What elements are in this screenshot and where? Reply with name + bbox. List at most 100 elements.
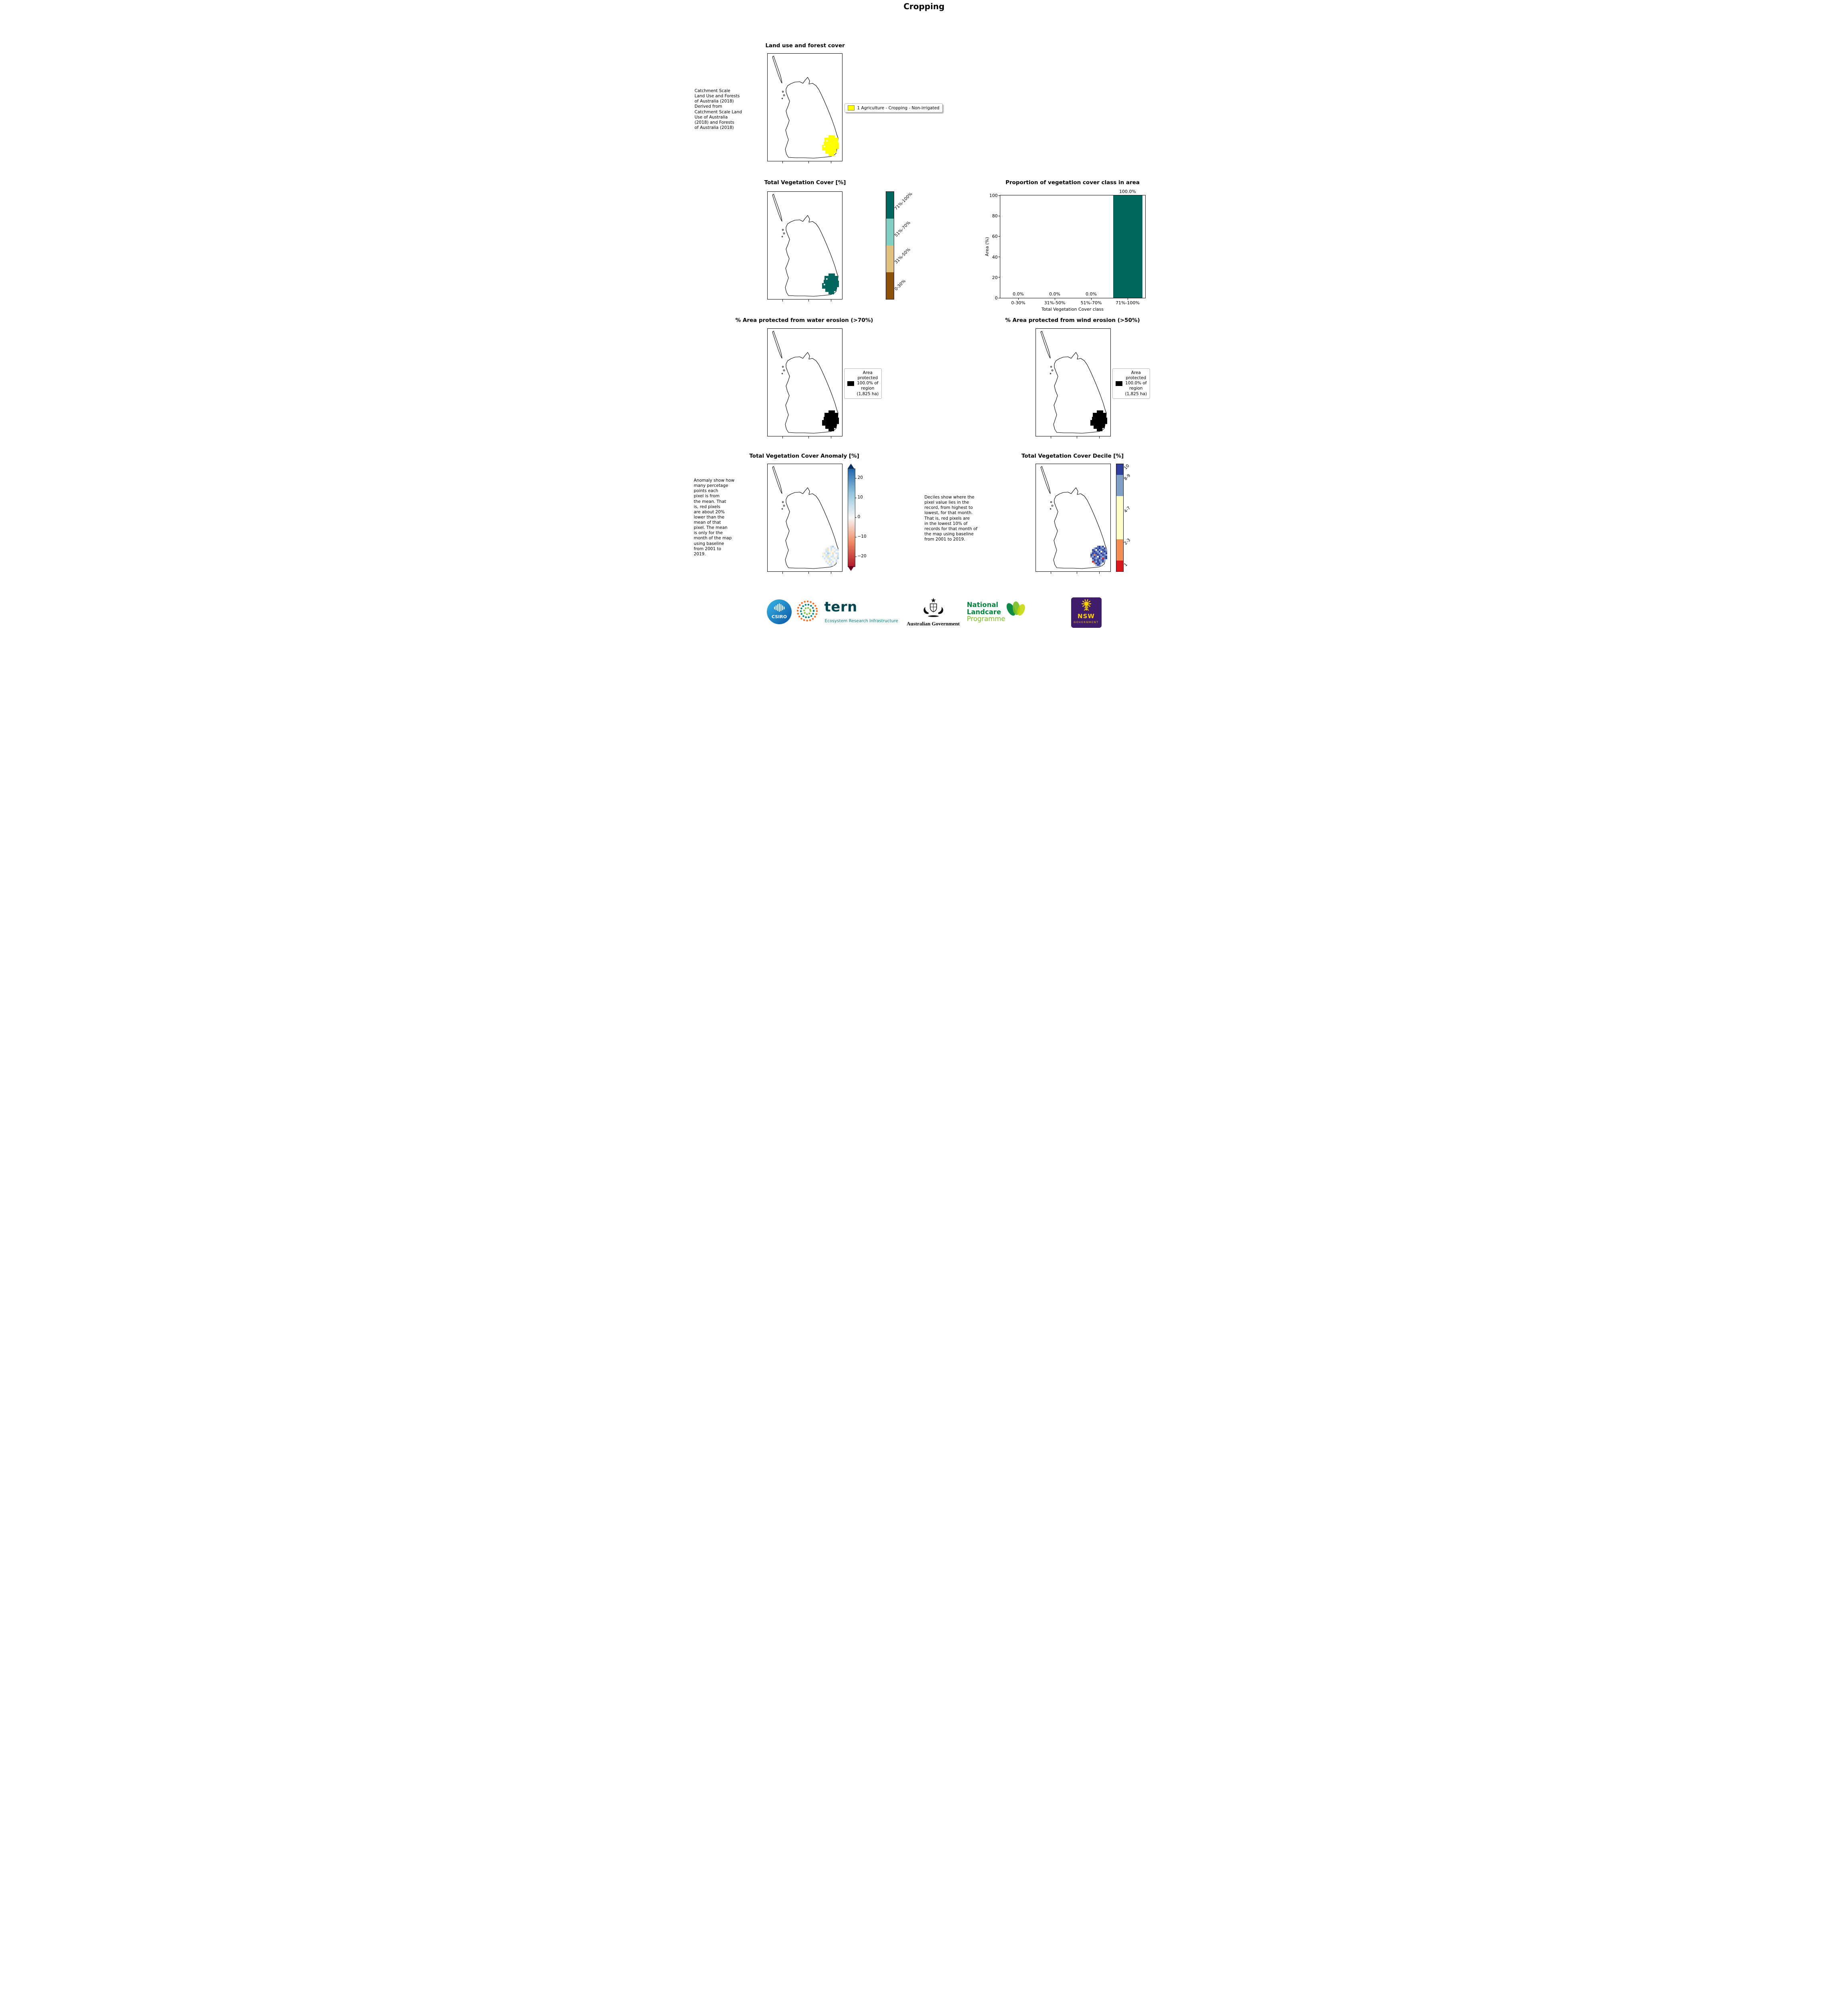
cropping-legend-swatch [847, 105, 855, 111]
water-erosion-map-canvas [772, 331, 839, 434]
anomaly-map-canvas [772, 466, 839, 569]
proportion-chart: Area (%) 0 20 40 60 80 100 0.0% 0.0% 0.0… [984, 189, 1146, 312]
x-axis-tick [808, 436, 809, 438]
proportion-chart-title: Proportion of vegetation cover class in … [1005, 179, 1140, 186]
colorbar-label: 8-9 [1123, 473, 1131, 482]
page-title: Cropping [903, 2, 945, 11]
decile-map-canvas [1040, 466, 1107, 569]
nsw-waratah-icon [1081, 599, 1091, 611]
water-erosion-map [767, 328, 843, 438]
landcare-line-3: Programme [967, 615, 1005, 623]
protected-legend-swatch [847, 381, 854, 386]
anomaly-pixel-mosaic [822, 546, 839, 566]
colorbar-segment [1116, 561, 1123, 571]
x-tick-label: 51%-70% [1080, 300, 1102, 306]
anomaly-title: Total Vegetation Cover Anomaly [%] [749, 453, 859, 459]
no-data-pixel [826, 278, 827, 280]
x-tick-label: 71%-100% [1116, 300, 1140, 306]
water-erosion-title: % Area protected from water erosion (>70… [735, 317, 873, 324]
no-data-pixel [823, 284, 825, 285]
bar [1113, 195, 1142, 298]
csiro-logo: CSIRO [766, 599, 792, 624]
chart-plot-area: 0 20 40 60 80 100 0.0% 0.0% 0.0% 100.0% [989, 189, 1146, 312]
veg-cover-map [767, 191, 843, 302]
cropping-legend-label: 1 Agriculture - Cropping - Non-irrigated [857, 105, 939, 111]
veg-cover-colorbar: 71%-100% 51%-70% 31%-50% 0-30% [885, 191, 913, 299]
anomaly-map [767, 464, 843, 574]
land-use-map-canvas [772, 56, 839, 159]
csiro-wave-icon [774, 603, 784, 612]
colorbar-tick-label: 20 [857, 475, 863, 480]
bar-value-label: 100.0% [1119, 189, 1136, 194]
colorbar-tick-mark [855, 517, 857, 518]
x-axis-tick [808, 161, 809, 163]
australian-government-wordmark: Australian Government [907, 621, 960, 627]
wind-erosion-map-canvas [1040, 331, 1107, 434]
colorbar-tick-label: 0 [857, 515, 861, 519]
tern-wordmark: tern [824, 599, 857, 615]
land-use-note: Catchment Scale Land Use and Forests of … [694, 88, 742, 130]
x-tick-mark [1091, 298, 1092, 300]
x-axis-tick [808, 299, 809, 302]
nsw-government-label: GOVERNMENT [1074, 621, 1099, 624]
decile-map [1035, 464, 1111, 574]
australian-government-crest-icon [923, 598, 943, 617]
land-use-map [767, 53, 843, 163]
y-tick-mark [998, 236, 1000, 237]
veg-cover-title: Total Vegetation Cover [%] [764, 179, 846, 186]
colorbar-segment [1116, 464, 1123, 475]
y-tick-mark [998, 195, 1000, 196]
veg-cover-map-canvas [772, 194, 839, 297]
y-tick-label: 40 [992, 254, 998, 260]
x-axis-tick [808, 572, 809, 574]
x-axis-tick [782, 436, 783, 438]
decile-pixel-mosaic [1090, 546, 1107, 566]
bar-value-label: 0.0% [1049, 291, 1060, 297]
colorbar-segment [1116, 474, 1123, 496]
tern-dots-icon [796, 600, 818, 622]
colorbar-label: 31%-50% [893, 247, 911, 265]
colorbar-segment [1116, 496, 1123, 539]
colorbar-label: 1 [1123, 562, 1128, 568]
colorbar-label: 71%-100% [893, 191, 913, 211]
y-tick-label: 80 [992, 213, 998, 219]
csiro-circle [766, 599, 792, 624]
x-tick-mark [1018, 298, 1019, 300]
tern-tagline: Ecosystem Research Infrastructure [824, 619, 898, 623]
decile-title: Total Vegetation Cover Decile [%] [1021, 453, 1124, 459]
decile-note: Deciles show where the pixel value lies … [924, 495, 977, 542]
bar-value-label: 0.0% [1013, 291, 1024, 297]
colorbar-label: 2-3 [1123, 537, 1131, 546]
landcare-line-1: National [967, 601, 998, 609]
land-use-title: Land use and forest cover [765, 42, 845, 49]
colorbar-tick-label: −20 [857, 554, 867, 559]
colorbar-segment [886, 245, 894, 272]
report-page: Cropping Land use and forest cover Catch… [693, 0, 1155, 633]
x-axis-tick [1099, 436, 1100, 438]
x-axis-label: Total Vegetation Cover class [1041, 307, 1104, 312]
csiro-wordmark: CSIRO [771, 614, 786, 619]
no-data-pixel [823, 146, 825, 147]
x-axis-tick [1099, 572, 1100, 574]
x-tick-label: 0-30% [1011, 300, 1026, 306]
colorbar-extend-max [847, 464, 854, 468]
y-tick-label: 0 [995, 295, 998, 301]
y-tick-label: 20 [992, 275, 998, 280]
protected-legend-label: Area protected 100.0% of region (1,825 h… [1125, 370, 1147, 396]
land-use-legend: 1 Agriculture - Cropping - Non-irrigated [844, 103, 943, 113]
protected-legend-swatch [1115, 381, 1122, 386]
landcare-line-2: Landcare [967, 608, 1001, 616]
water-erosion-legend: Area protected 100.0% of region (1,825 h… [844, 368, 882, 399]
landcare-wordmark: National Landcare Programme [967, 601, 1005, 623]
colorbar-tick-label: 10 [857, 495, 863, 500]
x-axis-tick [782, 161, 783, 163]
y-tick-label: 60 [992, 234, 998, 239]
colorbar-segment [886, 272, 894, 299]
colorbar-segment [886, 219, 894, 245]
protected-legend-label: Area protected 100.0% of region (1,825 h… [857, 370, 879, 396]
anomaly-note: Anomaly show how many percetage points e… [694, 478, 735, 557]
y-tick-label: 100 [989, 193, 998, 198]
no-data-pixel [826, 140, 827, 142]
colorbar-extend-min [847, 566, 854, 571]
colorbar-segment [886, 192, 894, 219]
